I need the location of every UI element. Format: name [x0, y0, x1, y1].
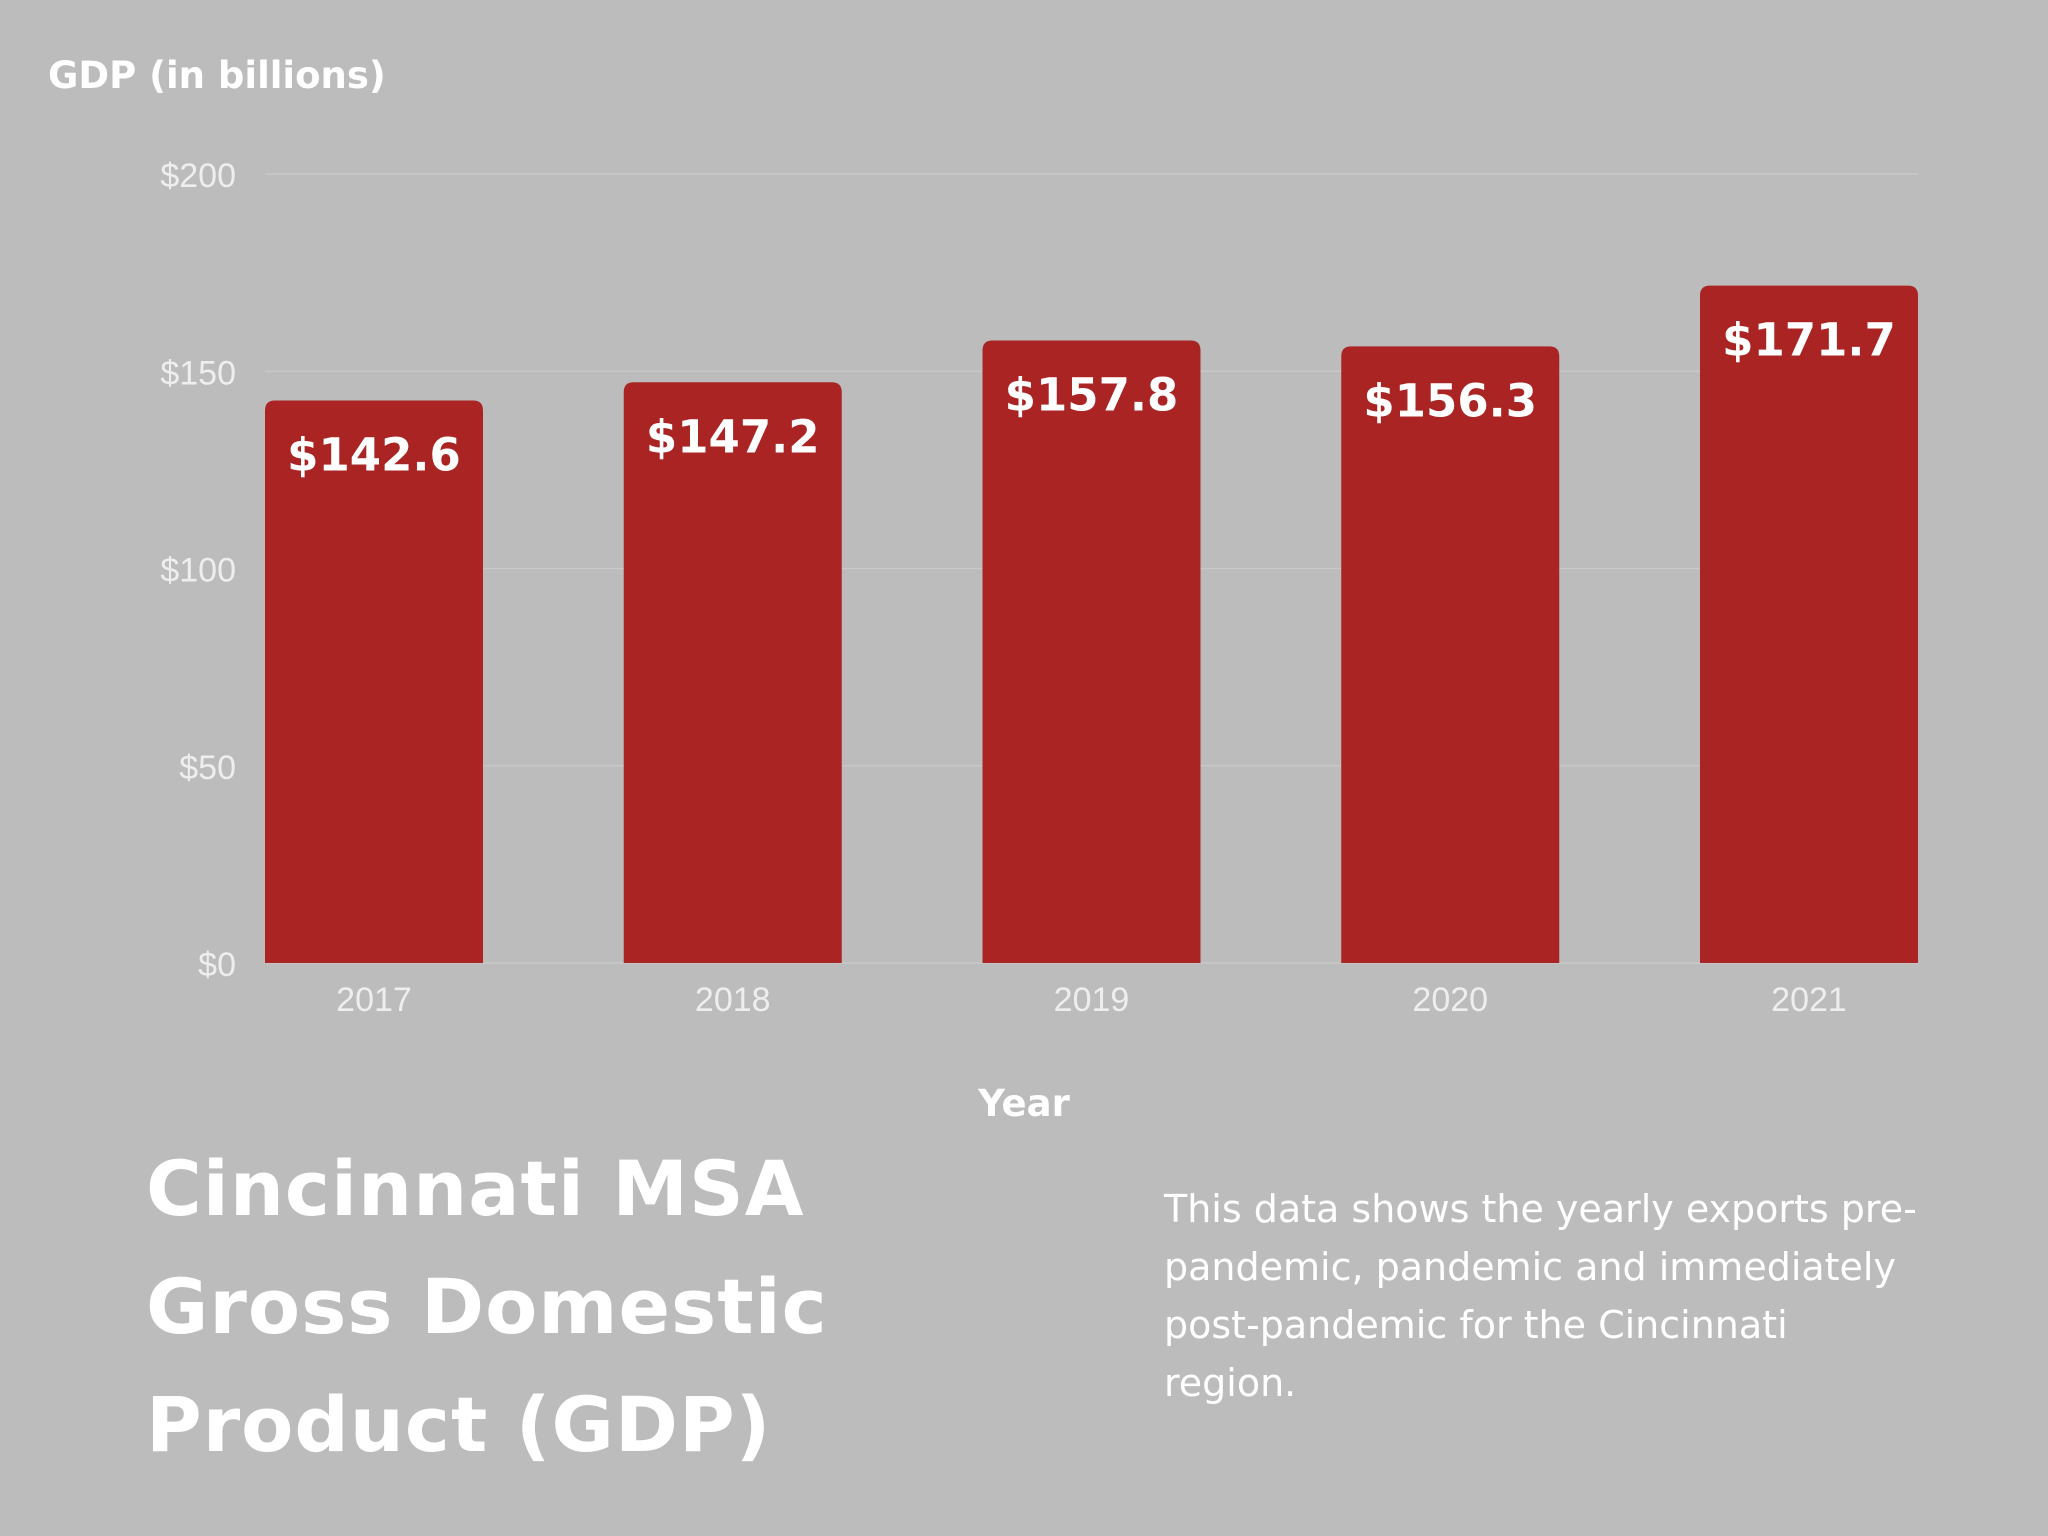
bar: [1700, 285, 1918, 963]
y-tick-label: $150: [160, 354, 236, 392]
bars: [265, 285, 1918, 964]
bar: [982, 340, 1201, 963]
y-axis-label: GDP (in billions): [48, 54, 386, 97]
x-axis-label: Year: [977, 1082, 1070, 1125]
bar-value-label: $156.3: [1363, 374, 1537, 427]
bar-value-label: $157.8: [1005, 368, 1179, 421]
y-tick-label: $0: [198, 946, 236, 984]
y-tick-label: $200: [160, 157, 236, 195]
bar-value-label: $142.6: [287, 428, 461, 481]
bar-value-label: $171.7: [1722, 314, 1896, 367]
chart-description: This data shows the yearly exports pre-p…: [1164, 1187, 1917, 1405]
chart-title: Cincinnati MSA Gross Domestic Product (G…: [146, 1144, 828, 1469]
bar-value-labels: $142.6 $147.2 $157.8 $156.3 $171.7: [287, 314, 1896, 482]
bar: [265, 400, 483, 963]
x-tick-label: 2017: [336, 981, 412, 1019]
x-tick-label: 2021: [1771, 981, 1847, 1019]
y-tick-label: $100: [160, 552, 236, 590]
x-tick-label: 2019: [1054, 981, 1130, 1019]
x-axis-ticks: 2017 2018 2019 2020 2021: [336, 981, 1847, 1019]
bar: [623, 382, 842, 963]
y-tick-label: $50: [179, 749, 236, 787]
y-axis-ticks: $0 $50 $100 $150 $200: [160, 157, 236, 984]
x-tick-label: 2020: [1412, 981, 1488, 1019]
bar-value-label: $147.2: [646, 410, 820, 463]
bar: [1341, 346, 1560, 964]
x-tick-label: 2018: [695, 981, 771, 1019]
